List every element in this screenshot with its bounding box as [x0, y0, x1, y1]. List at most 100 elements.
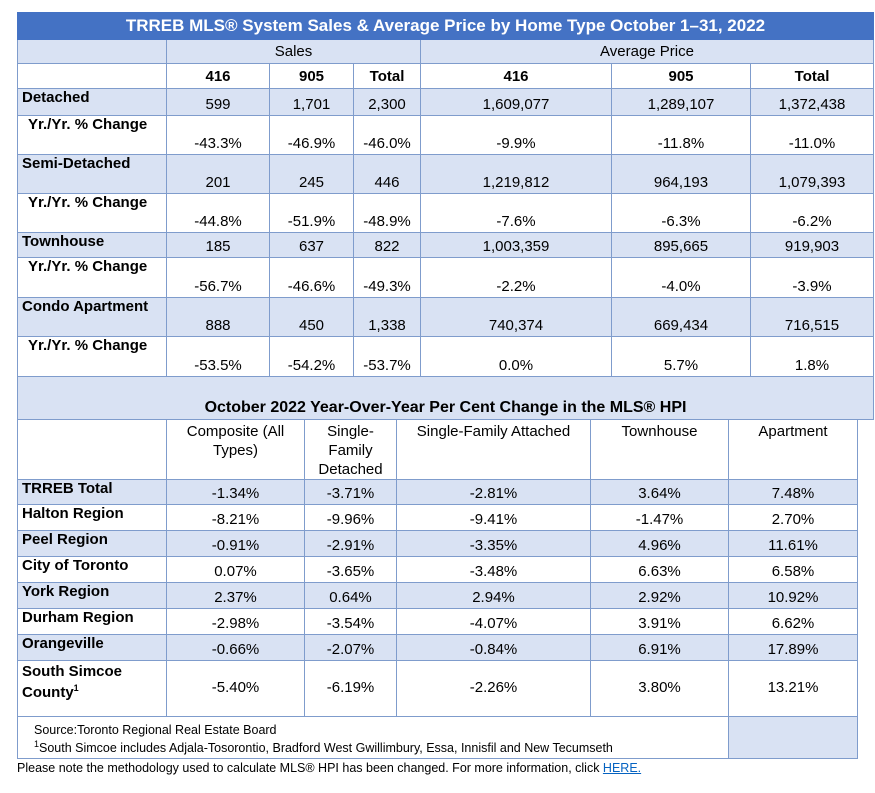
empty-cell [728, 716, 858, 759]
cell: 669,434 [611, 297, 751, 337]
cell: 3.80% [590, 660, 729, 717]
cell: -6.2% [749, 193, 875, 233]
cell: -0.66% [166, 634, 305, 661]
hpi-table: Composite (All Types) Single-Family Deta… [17, 419, 858, 759]
col-header: Total [749, 63, 875, 89]
cell: -5.40% [166, 660, 305, 717]
cell: 740,374 [420, 297, 612, 337]
cell: 7.48% [728, 479, 858, 505]
cell: -53.7% [353, 336, 421, 377]
source-cell: Source:Toronto Regional Real Estate Boar… [17, 716, 729, 759]
table-row: Yr./Yr. % Change -53.5% -54.2% -53.7% 0.… [17, 336, 875, 377]
row-label: Condo Apartment [17, 297, 167, 337]
average-price-header: Average Price [419, 39, 875, 64]
cell: -49.3% [353, 257, 421, 298]
table-row: Orangeville -0.66% -2.07% -0.84% 6.91% 1… [17, 634, 858, 661]
row-label: Peel Region [17, 530, 167, 557]
row-label-text: South Simcoe County [22, 663, 123, 701]
note-text: Please note the methodology used to calc… [17, 761, 603, 775]
cell: -56.7% [166, 257, 270, 298]
table-row: Yr./Yr. % Change -56.7% -46.6% -49.3% -2… [17, 257, 875, 298]
cell: -3.71% [304, 479, 397, 505]
table-row: Townhouse 185 637 822 1,003,359 895,665 … [17, 232, 875, 258]
cell: 2.94% [396, 582, 591, 609]
hpi-col-header: Townhouse [590, 419, 729, 480]
table-row: Condo Apartment 888 450 1,338 740,374 66… [17, 297, 875, 337]
methodology-note: Please note the methodology used to calc… [17, 761, 641, 775]
cell: -3.54% [304, 608, 397, 635]
cell: -3.9% [749, 257, 875, 298]
row-label: Yr./Yr. % Change [17, 336, 167, 377]
cell: 17.89% [728, 634, 858, 661]
footnote-marker: 1 [34, 739, 40, 749]
cell: 2,300 [353, 88, 421, 116]
table-row: TRREB Total -1.34% -3.71% -2.81% 3.64% 7… [17, 479, 858, 505]
cell: 822 [353, 232, 421, 258]
cell: -51.9% [269, 193, 354, 233]
cell: 1,219,812 [420, 154, 612, 194]
cell: 4.96% [590, 530, 729, 557]
cell: -3.35% [396, 530, 591, 557]
row-label: Semi-Detached [17, 154, 167, 194]
cell: -4.07% [396, 608, 591, 635]
cell: 2.70% [728, 504, 858, 531]
row-label: Yr./Yr. % Change [17, 115, 167, 155]
cell: 2.37% [166, 582, 305, 609]
cell: -2.91% [304, 530, 397, 557]
report-title: TRREB MLS® System Sales & Average Price … [16, 12, 875, 40]
col-header: 905 [611, 63, 751, 89]
cell: 1,338 [353, 297, 421, 337]
footnote-body: South Simcoe includes Adjala-Tosorontio,… [39, 741, 613, 756]
cell: 185 [166, 232, 270, 258]
table-row: York Region 2.37% 0.64% 2.94% 2.92% 10.9… [17, 582, 858, 609]
cell: 599 [166, 88, 270, 116]
cell: -46.6% [269, 257, 354, 298]
mls-report: TRREB MLS® System Sales & Average Price … [16, 12, 875, 759]
cell: -2.81% [396, 479, 591, 505]
row-label: TRREB Total [17, 479, 167, 505]
cell: 1,701 [269, 88, 354, 116]
cell: -9.41% [396, 504, 591, 531]
cell: -2.26% [396, 660, 591, 717]
col-header: 416 [166, 63, 270, 89]
corner-cell [17, 39, 167, 64]
row-label: Yr./Yr. % Change [17, 193, 167, 233]
cell: 6.63% [590, 556, 729, 583]
cell: -2.07% [304, 634, 397, 661]
table-row: Yr./Yr. % Change -43.3% -46.9% -46.0% -9… [17, 115, 875, 155]
cell: 1.8% [749, 336, 875, 377]
row-label: Halton Region [17, 504, 167, 531]
cell: -9.96% [304, 504, 397, 531]
footnote-marker: 1 [73, 683, 79, 693]
cell: 1,372,438 [749, 88, 875, 116]
cell: 10.92% [728, 582, 858, 609]
cell: 6.58% [728, 556, 858, 583]
cell: -9.9% [420, 115, 612, 155]
cell: -46.0% [353, 115, 421, 155]
cell: -11.8% [611, 115, 751, 155]
row-label: Detached [17, 88, 167, 116]
row-label: Durham Region [17, 608, 167, 635]
here-link[interactable]: HERE. [602, 761, 642, 775]
table-row: Detached 599 1,701 2,300 1,609,077 1,289… [17, 88, 875, 116]
cell: -43.3% [166, 115, 270, 155]
cell: 201 [166, 154, 270, 194]
cell: -6.3% [611, 193, 751, 233]
cell: 5.7% [611, 336, 751, 377]
cell: -1.47% [590, 504, 729, 531]
cell: -46.9% [269, 115, 354, 155]
table-row: City of Toronto 0.07% -3.65% -3.48% 6.63… [17, 556, 858, 583]
cell: -48.9% [353, 193, 421, 233]
table-row: Yr./Yr. % Change -44.8% -51.9% -48.9% -7… [17, 193, 875, 233]
cell: 637 [269, 232, 354, 258]
cell: 1,609,077 [420, 88, 612, 116]
cell: -1.34% [166, 479, 305, 505]
cell: 6.62% [728, 608, 858, 635]
footnote-text: 1South Simcoe includes Adjala-Tosorontio… [34, 737, 728, 755]
cell: -54.2% [269, 336, 354, 377]
cell: 888 [166, 297, 270, 337]
cell: 446 [353, 154, 421, 194]
cell: 11.61% [728, 530, 858, 557]
cell: 3.64% [590, 479, 729, 505]
col-header: Total [353, 63, 421, 89]
